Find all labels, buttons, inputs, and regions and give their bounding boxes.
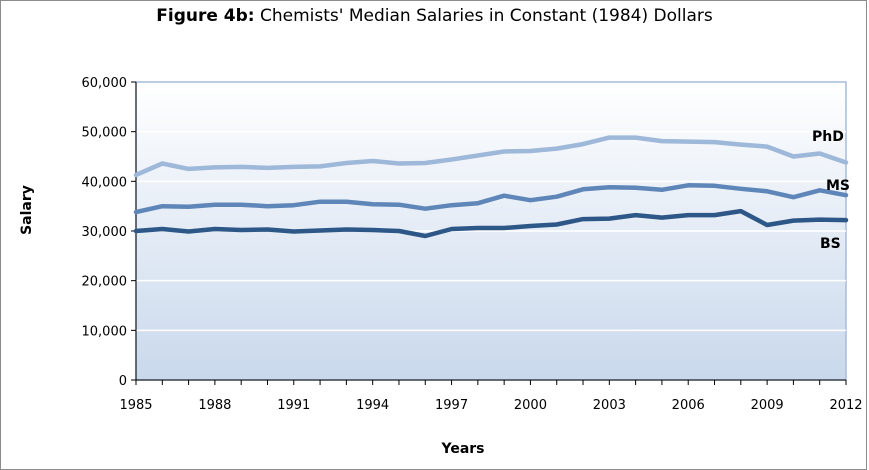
series-label-ms: MS [826, 178, 850, 194]
y-tick-label: 40,000 [82, 175, 128, 190]
tick-labels: 0 10,000 20,000 30,000 40,000 50,000 60,000 198… [82, 76, 863, 413]
x-tick-label: 1991 [277, 398, 310, 413]
series-line-phd [133, 135, 849, 178]
y-tick-label: 50,000 [82, 126, 128, 141]
x-tick-label: 2009 [751, 398, 784, 413]
figure-number: Figure 4b: [156, 6, 255, 26]
y-tick-label: 0 [119, 374, 127, 389]
chart-title: Figure 4b: Chemists' Median Salaries in … [0, 6, 869, 26]
y-tick-label: 10,000 [82, 324, 128, 339]
x-tick-label: 2000 [514, 398, 547, 413]
x-axis-title: Years [440, 441, 484, 456]
x-tick-label: 2006 [672, 398, 705, 413]
y-tick-label: 20,000 [82, 275, 128, 290]
y-axis-title: Salary [19, 185, 35, 235]
x-tick-label: 1994 [356, 398, 389, 413]
series-label-phd: PhD [812, 129, 844, 145]
series-line-ms [133, 183, 849, 215]
series-line-bs [133, 208, 849, 239]
y-tick-label: 60,000 [82, 76, 128, 91]
line-chart: 0 10,000 20,000 30,000 40,000 50,000 60,000 198… [19, 76, 863, 456]
y-tick-label: 30,000 [82, 225, 128, 240]
x-tick-label: 2003 [593, 398, 626, 413]
series-lines [133, 135, 849, 239]
x-tick-label: 1988 [198, 398, 231, 413]
x-tick-label: 2012 [829, 398, 862, 413]
title-text: Chemists' Median Salaries in Constant (1… [254, 6, 713, 26]
x-tick-label: 1997 [435, 398, 468, 413]
x-tick-label: 1985 [119, 398, 152, 413]
series-label-bs: BS [820, 236, 841, 252]
